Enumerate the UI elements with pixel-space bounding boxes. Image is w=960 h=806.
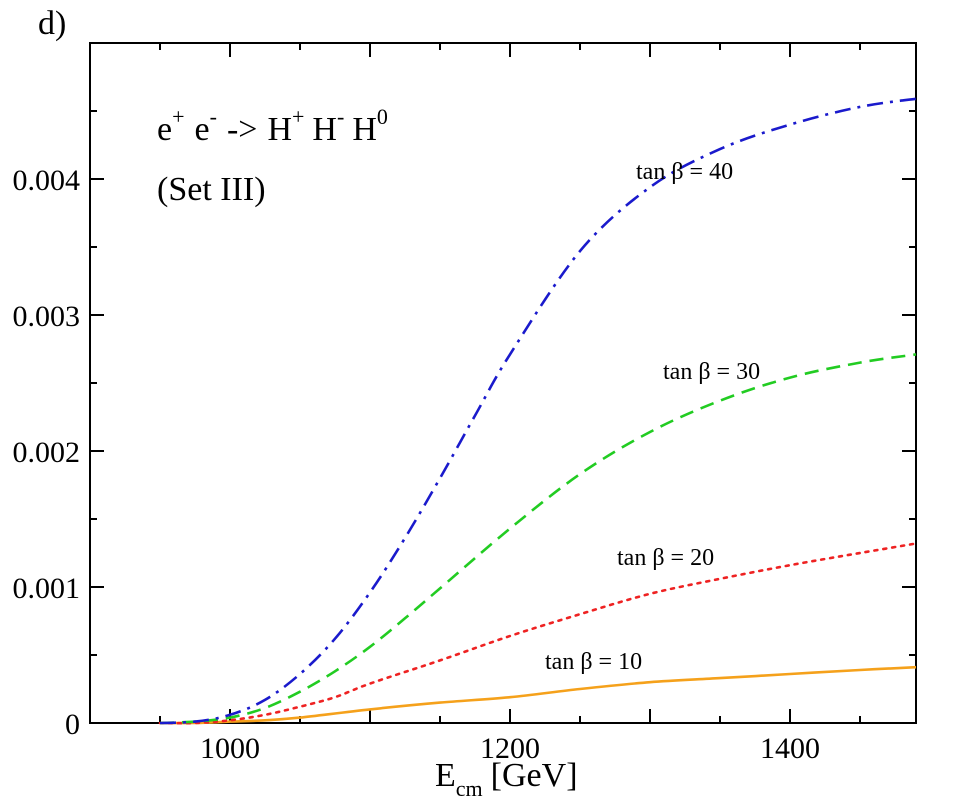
series-annotation-10: tan β = 10 — [545, 649, 642, 675]
x-tick-label: 1000 — [200, 732, 260, 765]
x-tick-label: 1200 — [480, 732, 540, 765]
series-annotation-20: tan β = 20 — [617, 545, 714, 571]
panel-label: d) — [38, 5, 66, 42]
plot-frame — [89, 42, 917, 724]
series-line-20 — [158, 542, 918, 725]
series-line-30 — [159, 353, 917, 725]
x-axis-label: Ecm [GeV] — [435, 757, 578, 801]
y-tick-label: 0 — [65, 708, 80, 741]
y-tick-label: 0.001 — [13, 572, 81, 605]
axis-ticks — [89, 42, 916, 724]
series-labels: tan β = 40 tan β = 30 tan β = 20 tan β = 10 — [545, 159, 760, 675]
set-label: (Set III) — [157, 171, 266, 208]
series-annotation-40: tan β = 40 — [636, 159, 733, 185]
series-lines — [158, 97, 918, 725]
y-tick-label: 0.002 — [13, 436, 81, 469]
axis-tick-labels: 1000 1200 1400 0 0.001 0.002 0.003 0.004 — [13, 164, 821, 765]
y-tick-label: 0.003 — [13, 300, 81, 333]
y-tick-label: 0.004 — [13, 164, 81, 197]
series-line-10 — [159, 665, 917, 725]
series-annotation-30: tan β = 30 — [663, 359, 760, 385]
process-label: e+ e- -> H+ H- H0 — [157, 104, 388, 148]
series-line-40 — [159, 97, 917, 725]
x-tick-label: 1400 — [760, 732, 820, 765]
